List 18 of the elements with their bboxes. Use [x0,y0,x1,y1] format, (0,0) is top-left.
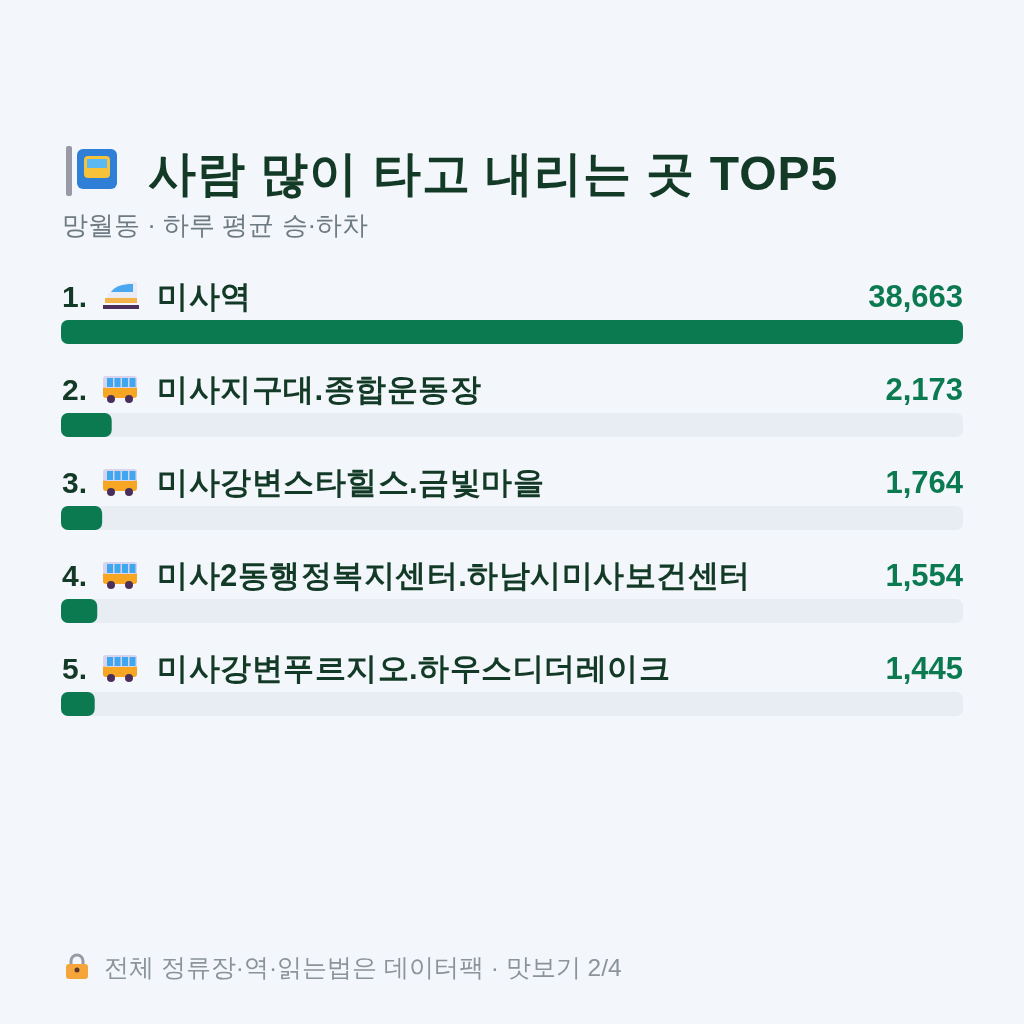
category-label: 미사지구대.종합운동장 [157,372,482,407]
category-label: 미사역 [157,279,252,314]
category-label: 미사2동행정복지센터.하남시미사보건센터 [157,558,751,593]
value-label: 1,554 [885,558,963,593]
title: 사람 많이 타고 내리는 곳 TOP5 [148,147,839,200]
category-rank: 3. [62,466,88,499]
annotation: 전체 정류장·역·읽는법은 데이터팩 · 맛보기 2/4 [104,954,622,981]
category-rank: 2. [62,373,88,406]
value-label: 1,764 [885,465,963,500]
value-label: 1,445 [885,651,963,686]
category-rank: 1. [62,280,88,313]
value-label: 38,663 [868,279,963,314]
category-label: 미사강변스타힐스.금빛마을 [157,465,545,500]
category-rank: 4. [62,559,88,592]
category-rank: 5. [62,652,88,685]
subtitle: 망월동 · 하루 평균 승·하차 [62,210,369,240]
category-label: 미사강변푸르지오.하우스디더레이크 [157,651,671,686]
value-label: 2,173 [885,372,963,407]
